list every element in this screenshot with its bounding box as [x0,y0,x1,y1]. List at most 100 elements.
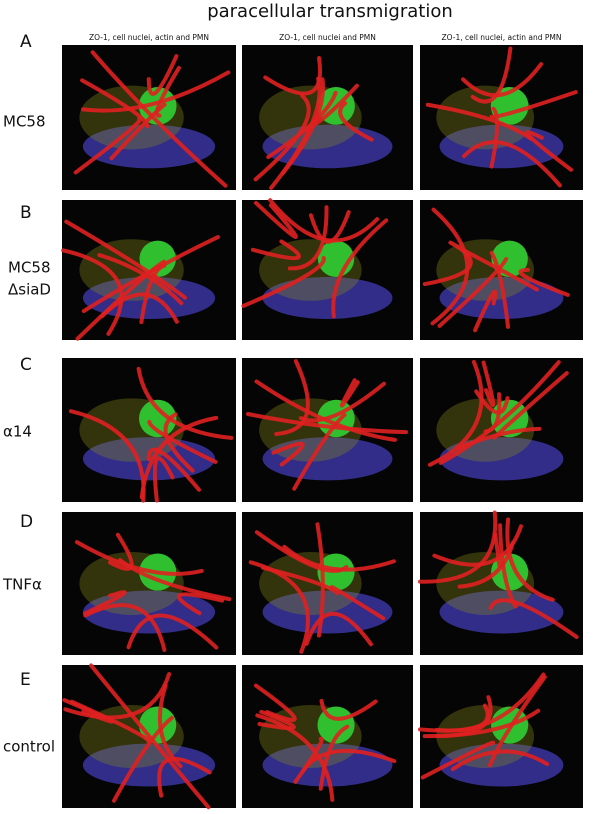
nuclei [262,437,393,481]
zo1-strand [470,46,513,104]
pmn [139,240,176,277]
zo1-strand [474,389,510,415]
microscopy-image [242,665,413,808]
zo1-strand [338,101,374,142]
zo1-strand [280,77,325,176]
zo1-strand [418,703,490,733]
zo1-strand [157,756,212,798]
microscopy-image [61,200,236,341]
zo1-strand [489,90,578,119]
panel-letter: A [20,32,32,52]
zo1-strand [462,140,562,188]
nuclei [439,590,564,634]
nuclei [82,277,216,319]
zo1-strand [146,447,201,492]
zo1-strand [136,366,234,440]
zo1-strand [339,378,360,408]
panel-letter: B [20,203,32,223]
microscopy-image [418,665,583,808]
nuclei [439,437,564,481]
zo1-strand [473,289,498,333]
zo1-strand [488,598,579,640]
zo1-strand [301,748,397,773]
zo1-strand [422,240,473,287]
microscopy-image [62,45,236,190]
microscopy-image [420,200,583,340]
zo1-strand [489,250,511,329]
zo1-strand [73,116,143,175]
microscopy-image [242,45,413,190]
panel-letter: D [20,512,33,532]
zo1-strand [89,663,211,810]
zo1-strand [152,456,175,503]
zo1-strand [118,557,232,602]
zo1-strand [246,412,409,435]
zo1-strand [126,613,219,650]
zo1-strand [241,256,326,308]
microscopy-image [420,358,583,502]
zo1-strand [271,441,305,467]
zo1-strand [147,419,218,464]
zo1-strand [81,70,231,113]
zo1-strand [82,590,127,616]
zo1-strand [427,359,484,467]
zo1-strand [315,522,325,638]
zo1-strand [518,267,570,297]
zo1-strand [274,359,310,436]
zo1-strand [64,219,188,300]
row-label: MC58 [3,113,46,131]
microscopy-image [242,358,413,502]
zo1-strand [489,106,499,169]
row-label: ΔsiaD [8,281,51,299]
zo1-strand [287,205,329,271]
zo1-strand [318,724,350,791]
zo1-strand [111,715,174,803]
microscopy-image [62,358,236,503]
row-label: MC58 [8,259,51,277]
zo1-strand [455,426,542,451]
zo1-strand [176,592,225,616]
column-header: ZO-1, cell nuclei, actin and PMN [442,33,562,42]
microscopy-image [62,663,236,810]
nuclei [82,124,216,169]
zo1-strand [146,54,179,96]
panel-letter: C [20,355,32,375]
zo1-strand [69,409,146,503]
zo1-strand [505,517,555,602]
column-header: ZO-1, cell nuclei, actin and PMN [89,33,209,42]
microscopy-image [418,510,583,655]
zo1-strand [263,56,322,96]
zo1-strand [248,560,310,654]
zo1-strand [99,292,179,324]
zo1-strand [253,93,311,182]
zo1-strand [257,709,296,731]
zo1-strand [461,62,544,98]
zo1-strand [437,257,509,328]
zo1-strand [154,65,181,118]
column-header: ZO-1, cell nuclei and PMN [279,33,376,42]
zo1-strand [255,713,335,802]
zo1-strand [425,102,533,141]
zo1-strand [282,544,396,572]
nuclei [262,277,393,319]
zo1-strand [461,248,539,292]
zo1-strand [250,239,301,261]
zo1-strand [293,736,324,784]
zo1-strand [438,360,561,465]
microscopy-image [420,45,583,190]
zo1-strand [69,699,151,744]
zo1-strand [254,379,397,442]
zo1-strand [253,200,298,240]
zo1-strand [83,603,167,652]
panel-letter: E [20,670,31,690]
zo1-strand [487,674,547,768]
zo1-strand [525,130,574,172]
zo1-strand [292,412,347,491]
nuclei [262,743,393,787]
zo1-strand [422,708,541,739]
zo1-strand [308,210,351,244]
row-label: control [3,738,55,756]
zo1-strand [481,360,496,407]
nuclei [262,590,393,634]
